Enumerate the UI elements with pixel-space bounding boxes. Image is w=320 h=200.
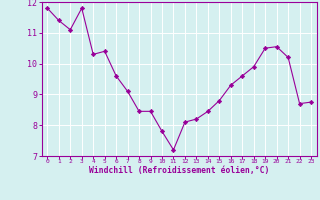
X-axis label: Windchill (Refroidissement éolien,°C): Windchill (Refroidissement éolien,°C) (89, 166, 269, 175)
